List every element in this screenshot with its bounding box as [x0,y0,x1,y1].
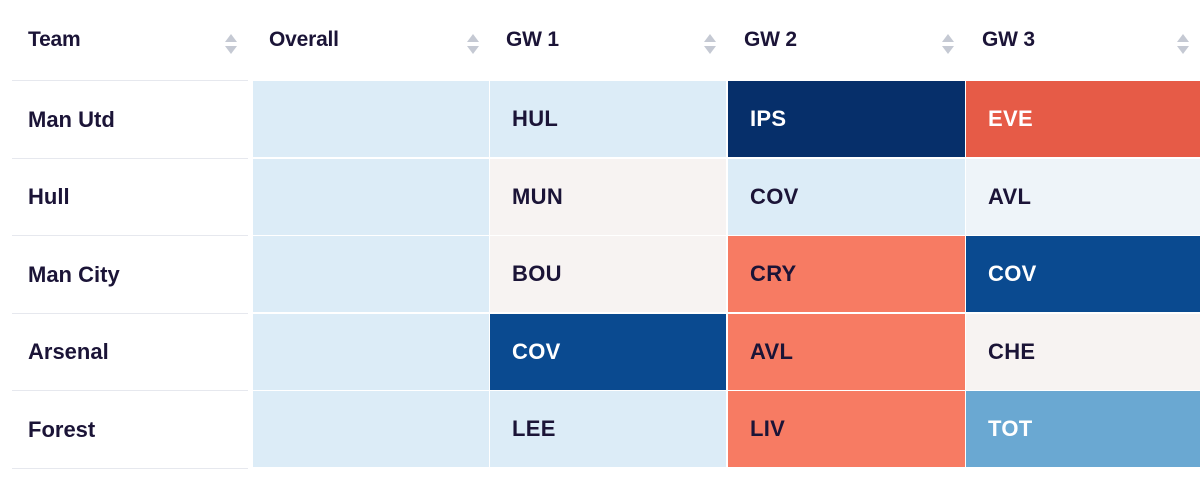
sort-arrows-icon[interactable] [703,33,717,55]
fixture-opponent: AVL [750,338,794,364]
team-cell: Arsenal [12,314,248,391]
fixture-cell: COV [490,313,726,390]
sort-arrows-icon[interactable] [466,33,480,55]
row-divider [12,312,248,314]
fixture-opponent: MUN [512,183,564,209]
fixture-cell: IPS [728,81,965,157]
fixture-cell: EVE [966,81,1200,157]
row-divider [12,80,248,81]
header-gw3[interactable]: GW 3 [966,0,1200,80]
overall-cell [253,391,489,467]
fixture-opponent: LEE [512,416,556,441]
fixture-cell: CHE [966,313,1200,390]
fixture-opponent: EVE [988,106,1033,131]
team-name: Man City [28,261,120,287]
sort-arrows-icon[interactable] [941,33,955,55]
header-label: GW 1 [506,28,559,51]
header-team[interactable]: Team [12,0,248,80]
row-divider [12,390,248,391]
team-cell: Man City [12,236,248,313]
overall-cell [253,158,489,235]
team-cell: Man Utd [12,81,248,158]
fixture-opponent: BOU [512,261,562,286]
table-row: Man Utd HUL IPS EVE [12,81,1200,158]
row-divider [12,235,248,236]
fixture-cell: LIV [728,391,965,467]
team-name: Arsenal [28,339,109,364]
table-row: Man City BOU CRY COV [12,236,1200,313]
fixture-opponent: TOT [988,416,1033,441]
fixture-cell: COV [966,236,1200,312]
fixture-cell: BOU [490,236,726,312]
overall-cell [253,81,489,157]
overall-cell [253,236,489,312]
fixture-opponent: COV [512,338,561,364]
fixture-cell: TOT [966,391,1200,467]
team-cell: Forest [12,391,248,468]
header-gw1[interactable]: GW 1 [490,0,727,80]
header-label: Team [28,28,81,51]
team-name: Hull [28,184,70,209]
table-header: Team Overall GW 1 GW 2 GW 3 [12,0,1200,80]
fixture-cell: AVL [728,313,965,390]
fixture-cell: COV [728,158,965,235]
fixture-opponent: LIV [750,416,786,441]
header-overall[interactable]: Overall [253,0,490,80]
fixture-cell: MUN [490,158,726,235]
fixture-opponent: AVL [988,183,1032,209]
header-label: GW 2 [744,28,797,51]
fixture-opponent: CRY [750,261,797,286]
team-name: Forest [28,416,96,442]
fixture-opponent: COV [988,261,1037,286]
overall-cell [253,313,489,390]
table-row: Forest LEE LIV TOT [12,391,1200,468]
header-gw2[interactable]: GW 2 [728,0,965,80]
fixture-opponent: IPS [750,106,787,131]
sort-arrows-icon[interactable] [1176,33,1190,55]
team-cell: Hull [12,159,248,236]
table-row: Hull MUN COV AVL [12,158,1200,236]
row-divider [12,157,248,159]
fixture-cell: LEE [490,391,726,467]
team-name: Man Utd [28,106,115,132]
fixture-cell: AVL [966,158,1200,235]
fixture-cell: HUL [490,81,726,157]
header-label: GW 3 [982,28,1035,51]
fixture-opponent: CHE [988,338,1036,364]
fixture-opponent: HUL [512,106,559,131]
sort-arrows-icon[interactable] [224,33,238,55]
table-row: Arsenal COV AVL CHE [12,313,1200,391]
row-divider [12,467,248,469]
header-label: Overall [269,28,339,51]
fixture-opponent: COV [750,183,799,209]
fixture-cell: CRY [728,236,965,312]
